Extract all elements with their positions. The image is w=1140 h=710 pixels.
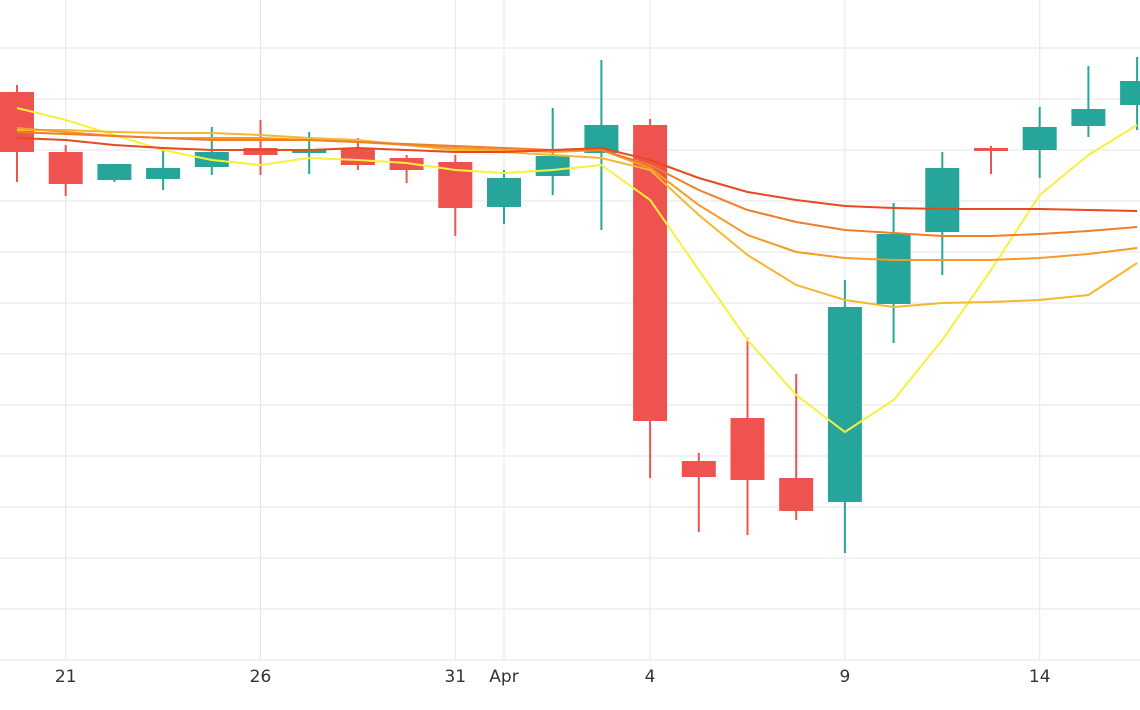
moving-average-line (16, 131, 1138, 237)
candle-body (681, 461, 716, 477)
candle-body (974, 148, 1008, 151)
candle-body (1022, 127, 1057, 150)
candle-body (827, 307, 862, 502)
candle-body (97, 164, 132, 180)
candle-body (1120, 81, 1140, 105)
candle-body (1071, 109, 1106, 126)
candle-body (730, 418, 765, 480)
candle-body (925, 168, 960, 232)
candle-body (779, 478, 814, 511)
moving-average-line (16, 137, 1138, 212)
x-tick-label: 21 (55, 667, 77, 687)
candle-body (48, 152, 83, 184)
x-tick-label: 4 (645, 667, 656, 687)
moving-average-line (16, 107, 1138, 434)
moving-average-line (17, 129, 1138, 309)
candle-body (340, 148, 375, 165)
candle-body (0, 92, 34, 152)
x-tick-label: 9 (839, 667, 850, 687)
candle-body (535, 156, 570, 176)
x-tick-label: 31 (444, 667, 466, 687)
moving-average-line (16, 127, 1138, 261)
candle-body (876, 234, 911, 304)
candle-body (487, 178, 521, 207)
x-tick-label: 26 (250, 667, 272, 687)
candle-body (243, 148, 278, 155)
x-tick-label: Apr (489, 667, 518, 687)
x-tick-label: 14 (1029, 667, 1051, 687)
candle-body (633, 125, 668, 421)
candle-body (146, 168, 181, 179)
